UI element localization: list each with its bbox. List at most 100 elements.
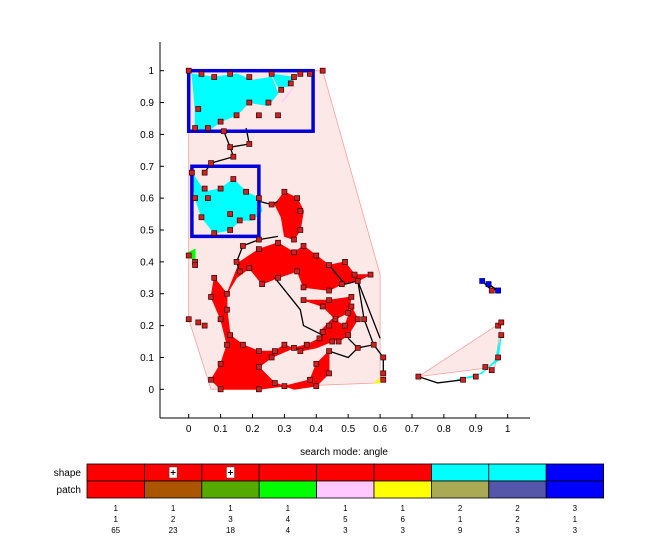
data-point	[351, 271, 358, 278]
y-tick-label: 0.2	[140, 321, 154, 332]
data-point	[246, 265, 253, 272]
data-point	[313, 360, 320, 367]
data-point	[227, 332, 234, 339]
legend-patch-cell	[545, 480, 605, 499]
y-tick-label: 0.4	[140, 257, 154, 268]
data-point-blue	[485, 281, 492, 288]
data-point	[326, 297, 332, 303]
data-point	[354, 345, 361, 351]
data-point	[380, 354, 387, 361]
data-point	[220, 128, 227, 135]
x-tick-label: 0.2	[246, 424, 260, 435]
data-point	[338, 281, 345, 288]
y-tick-label: 0.7	[140, 162, 154, 173]
data-point	[198, 214, 205, 221]
x-tick-label: 0.6	[373, 424, 387, 435]
connecting-edge	[328, 264, 358, 285]
data-point	[275, 112, 281, 119]
legend-count: 3	[515, 526, 520, 535]
legend-count: 4	[286, 515, 291, 524]
data-point	[227, 227, 234, 233]
x-tick-label: 0.9	[469, 424, 483, 435]
x-tick-label: 1	[505, 424, 511, 435]
data-point	[185, 316, 192, 323]
legend-count: 2	[515, 504, 520, 513]
data-point	[291, 236, 297, 243]
data-point	[256, 348, 262, 354]
data-point	[329, 338, 336, 345]
y-tick-label: 0.3	[140, 289, 154, 300]
data-point	[294, 268, 301, 275]
data-point	[291, 345, 297, 351]
data-point	[189, 169, 195, 176]
data-point	[230, 153, 237, 160]
data-point	[291, 74, 297, 80]
legend-count: 1	[228, 504, 233, 513]
data-point	[303, 341, 310, 348]
legend-row-label: shape	[54, 468, 82, 479]
legend-count: 2	[515, 515, 520, 524]
data-point	[300, 297, 307, 303]
data-point	[271, 348, 278, 354]
data-point	[227, 71, 234, 77]
data-point	[201, 322, 208, 329]
data-point	[345, 332, 352, 339]
data-point-blue	[479, 278, 486, 284]
data-point	[217, 360, 224, 367]
data-point	[291, 249, 297, 256]
plot-area: 0 0.1 0.2 0.3 0.4 0.5 0.6 0.7 0.8 0.9 1 0 0.1 0.2 0.3 0…	[140, 42, 530, 435]
selection-box	[190, 164, 261, 239]
legend-count: 1	[171, 504, 176, 513]
data-point	[319, 303, 326, 310]
y-tick-label: 0.1	[140, 353, 154, 364]
legend-shape-cell	[373, 463, 432, 482]
data-point	[319, 329, 326, 335]
legend-count: 2	[458, 504, 463, 513]
data-point	[415, 373, 422, 380]
legend-count: 1	[573, 515, 578, 524]
data-point	[488, 367, 495, 374]
legend-count: 2	[171, 515, 176, 524]
x-tick-label: 0.3	[277, 424, 291, 435]
y-tick-label: 0	[148, 385, 154, 396]
data-point	[256, 386, 262, 393]
data-point	[256, 364, 262, 370]
legend-count: 6	[400, 515, 405, 524]
data-point	[192, 195, 198, 201]
data-point	[281, 188, 288, 195]
data-point	[354, 316, 361, 323]
data-point	[287, 80, 294, 87]
legend-count: 23	[169, 526, 178, 535]
data-point	[275, 239, 281, 246]
data-point	[275, 274, 281, 281]
data-point	[335, 338, 342, 345]
data-point	[488, 287, 495, 294]
data-point	[208, 160, 214, 166]
data-point	[495, 354, 501, 361]
data-point	[332, 316, 339, 323]
data-point	[348, 303, 355, 310]
data-point	[192, 125, 198, 131]
x-tick-label: 0.7	[405, 424, 419, 435]
data-point	[361, 316, 367, 323]
data-point	[278, 86, 285, 93]
y-tick-label: 0.5	[140, 226, 154, 237]
data-point	[259, 281, 265, 288]
data-point	[246, 74, 253, 80]
data-point	[211, 74, 218, 80]
data-point	[326, 370, 332, 377]
data-point	[227, 211, 234, 217]
selection-box	[186, 68, 315, 133]
data-point	[204, 125, 211, 131]
data-point	[249, 214, 256, 221]
data-point	[297, 348, 304, 354]
x-axis-label: search mode: angle	[300, 447, 388, 458]
x-tick-label: 0.5	[341, 424, 355, 435]
data-point	[342, 259, 348, 265]
data-point	[271, 380, 278, 386]
data-point	[281, 383, 288, 389]
data-point	[268, 201, 275, 208]
convex-hull	[418, 321, 502, 377]
data-point	[208, 294, 214, 300]
